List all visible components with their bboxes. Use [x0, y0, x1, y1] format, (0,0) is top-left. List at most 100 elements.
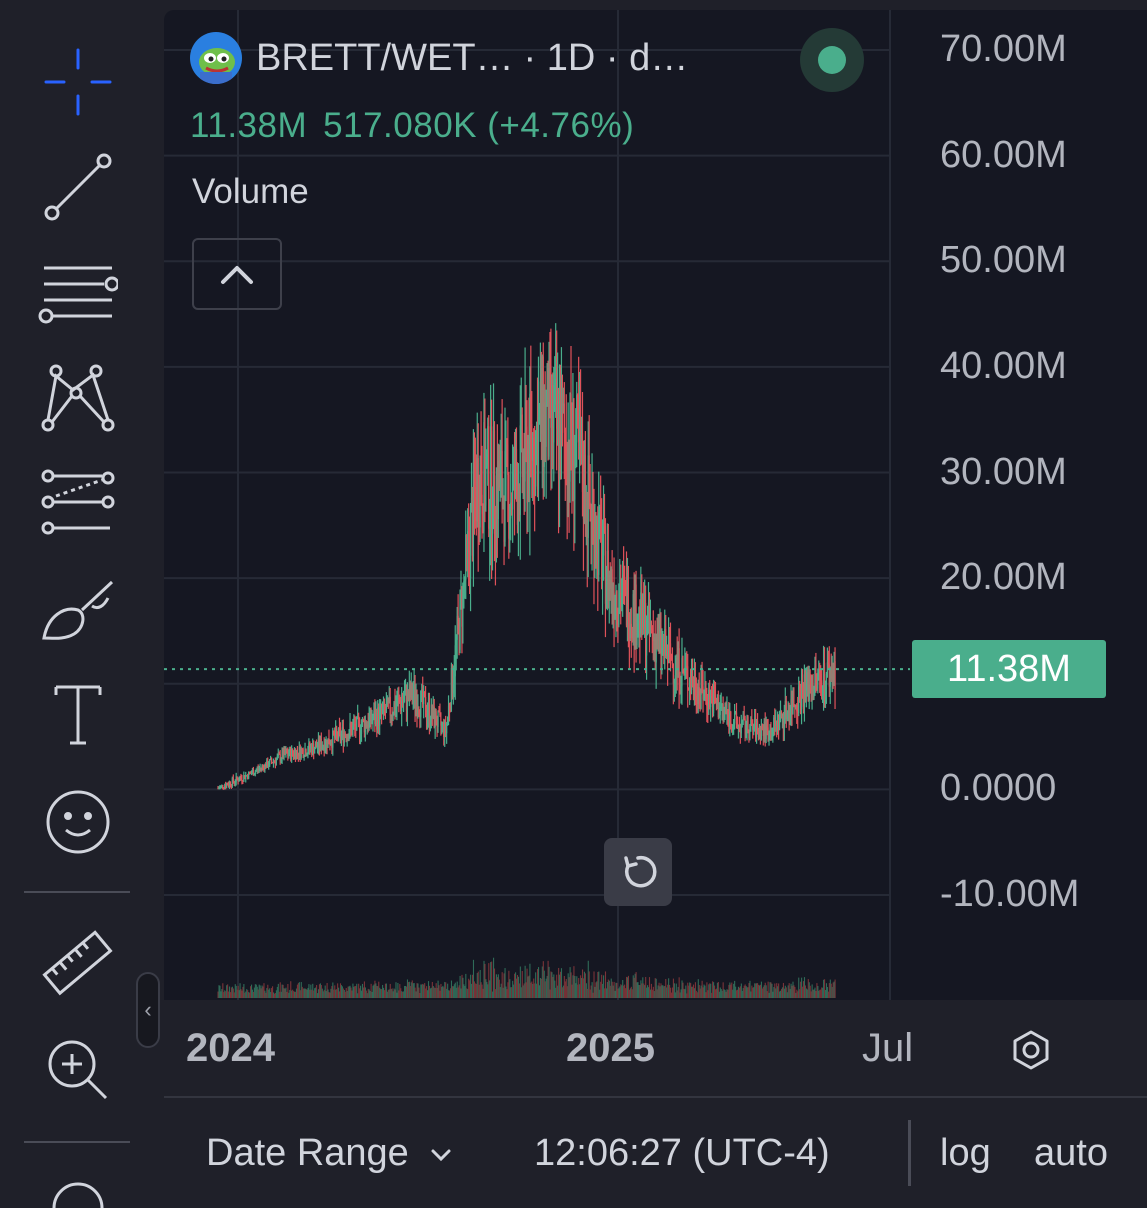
candle-body — [305, 749, 307, 756]
fib-retracement-icon[interactable] — [28, 242, 128, 342]
volume-bar — [228, 991, 230, 998]
volume-bar — [773, 987, 775, 998]
volume-bar — [784, 985, 786, 998]
candle-body — [270, 758, 273, 763]
candle-body — [687, 666, 689, 688]
volume-bar — [249, 992, 251, 998]
volume-bar — [702, 987, 704, 998]
candle-body — [667, 640, 670, 663]
timezone-clock[interactable]: 12:06:27 (UTC-4) — [534, 1132, 830, 1174]
volume-bar — [787, 985, 789, 998]
volume-bar — [474, 983, 476, 998]
volume-bar — [289, 989, 291, 998]
candle-body — [587, 455, 589, 538]
date-range-dropdown[interactable]: Date Range — [206, 1132, 455, 1175]
volume-bar — [549, 989, 551, 998]
volume-bar — [306, 989, 308, 998]
brush-icon[interactable] — [28, 562, 128, 662]
candle-body — [709, 689, 711, 708]
volume-bar — [514, 973, 516, 998]
volume-bar — [700, 985, 702, 998]
volume-bar — [337, 983, 339, 998]
volume-bar — [258, 984, 260, 998]
volume-bar — [573, 966, 575, 998]
candle-body — [732, 726, 734, 732]
candle-body — [834, 661, 836, 690]
candle-body — [562, 403, 564, 406]
more-tools-icon[interactable] — [28, 1168, 128, 1208]
candle-body — [313, 743, 315, 754]
volume-bar — [728, 984, 730, 998]
candle-body — [604, 525, 607, 604]
text-icon[interactable] — [28, 665, 128, 765]
ruler-icon[interactable] — [28, 915, 128, 1015]
candle-body — [773, 717, 775, 732]
candle-body — [468, 531, 470, 553]
volume-bar — [795, 992, 797, 998]
reset-chart-button[interactable] — [604, 838, 672, 906]
volume-bar — [764, 982, 766, 998]
settings-icon[interactable] — [1009, 1028, 1053, 1072]
chart-panel[interactable]: BRETT/WET… · 1D · d… 11.38M 517.080K (+4.… — [164, 10, 1147, 1000]
volume-bar — [761, 988, 763, 998]
volume-bar — [304, 988, 306, 998]
toolbar-collapse-tab[interactable]: ‹ — [136, 972, 160, 1048]
volume-bar — [458, 985, 460, 998]
candle-body — [804, 674, 806, 692]
crosshair-icon[interactable] — [28, 32, 128, 132]
volume-indicator-label[interactable]: Volume — [192, 172, 309, 211]
candle-body — [448, 705, 451, 709]
candle-body — [499, 463, 501, 488]
candle-body — [795, 705, 797, 708]
market-status-indicator[interactable] — [800, 28, 864, 92]
volume-bar — [595, 982, 597, 998]
volume-bar — [829, 979, 831, 998]
volume-bar — [566, 986, 568, 998]
candle-body — [439, 712, 441, 716]
volume-bar — [376, 985, 378, 998]
volume-bar — [218, 985, 220, 998]
candle-body — [274, 761, 276, 764]
time-axis[interactable]: 2024 2025 Jul — [164, 1000, 1147, 1096]
candle-body — [225, 785, 227, 788]
forecast-icon[interactable] — [28, 452, 128, 552]
volume-bar — [633, 977, 635, 998]
candle-body — [632, 594, 634, 639]
log-scale-toggle[interactable]: log — [940, 1132, 991, 1174]
pattern-icon[interactable] — [28, 347, 128, 447]
volume-bar — [661, 985, 663, 998]
date-range-label: Date Range — [206, 1132, 409, 1174]
price-chart[interactable] — [164, 10, 1147, 1000]
volume-bar — [535, 972, 537, 998]
candle-body — [546, 367, 548, 405]
candle-body — [469, 552, 471, 579]
candle-body — [545, 404, 547, 447]
volume-bar — [272, 992, 275, 998]
auto-scale-toggle[interactable]: auto — [1034, 1132, 1108, 1174]
trend-line-icon[interactable] — [28, 137, 128, 237]
volume-bar — [294, 991, 297, 998]
candle-body — [236, 776, 238, 780]
volume-bar — [355, 985, 357, 998]
candle-body — [727, 709, 729, 715]
volume-bar — [482, 988, 484, 998]
volume-bar — [490, 962, 492, 998]
volume-bar — [719, 987, 721, 998]
volume-bar — [781, 987, 784, 998]
emoji-icon[interactable] — [28, 772, 128, 872]
volume-bar — [821, 987, 823, 998]
candle-body — [492, 430, 495, 529]
candle-body — [284, 749, 286, 755]
symbol-legend[interactable]: BRETT/WET… · 1D · d… — [190, 32, 688, 84]
candle-body — [724, 710, 726, 712]
legend-collapse-button[interactable] — [192, 238, 282, 310]
volume-bar — [227, 984, 229, 998]
zoom-in-icon[interactable] — [28, 1020, 128, 1120]
volume-bar — [260, 988, 262, 998]
volume-bar — [660, 983, 662, 998]
candle-body — [720, 706, 722, 709]
volume-bar — [692, 984, 695, 998]
volume-bar — [762, 986, 764, 998]
volume-bar — [358, 983, 360, 998]
volume-bar — [288, 992, 290, 998]
